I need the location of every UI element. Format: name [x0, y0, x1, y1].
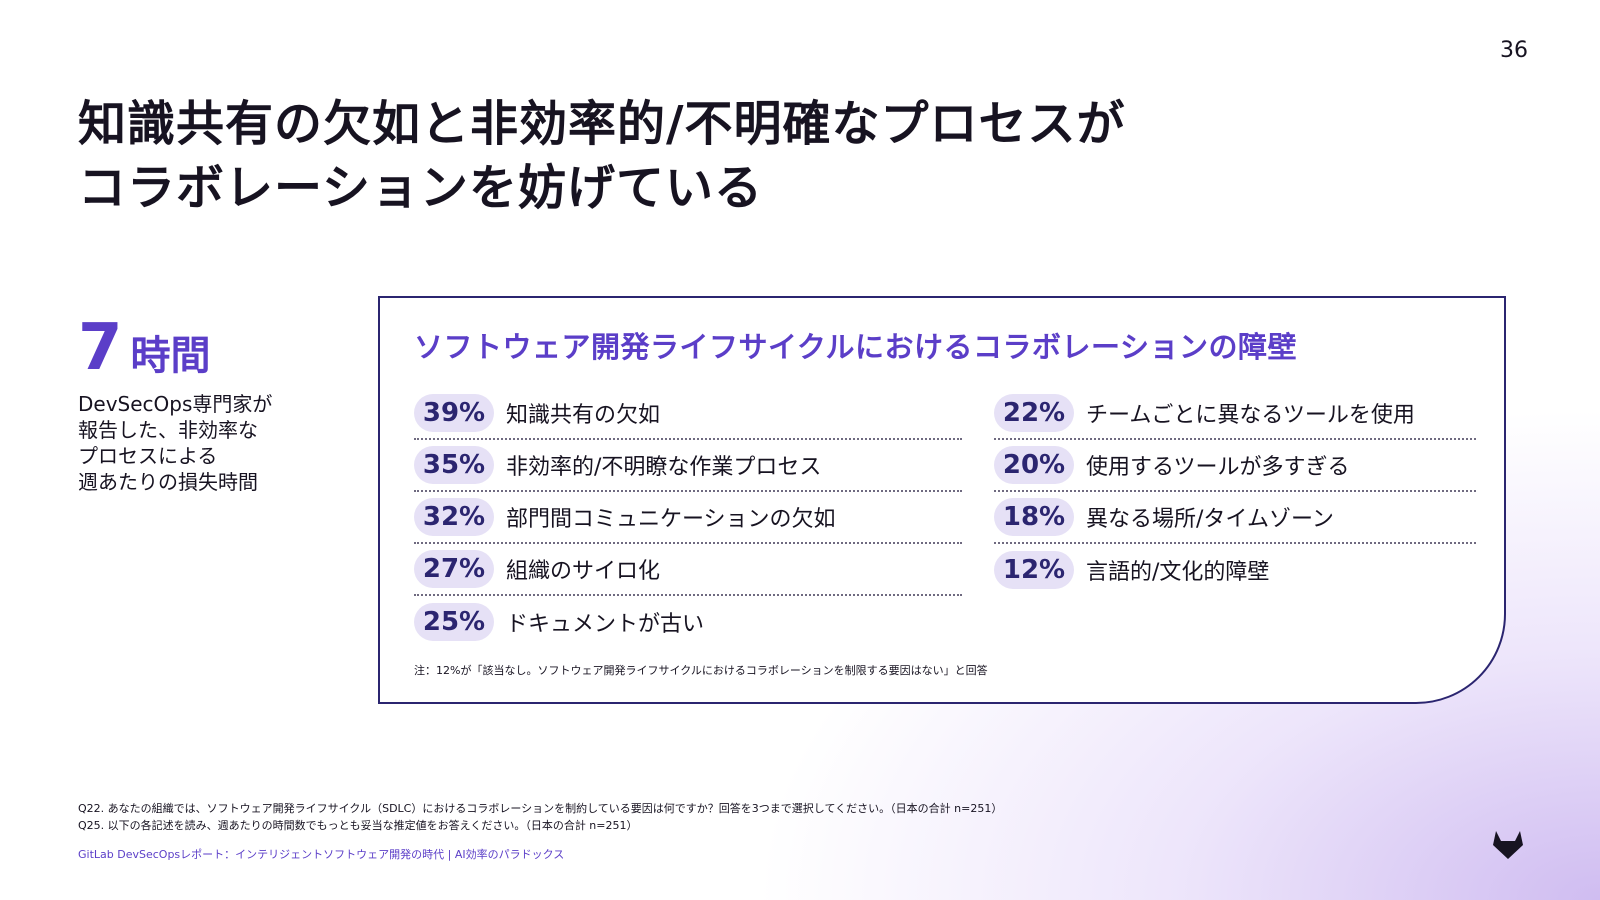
slide-title-line-2: コラボレーションを妨げている: [78, 160, 764, 216]
barrier-percent: 27%: [414, 550, 494, 588]
barrier-item: 18% 異なる場所/タイムゾーン: [994, 492, 1476, 544]
barrier-item: 35% 非効率的/不明瞭な作業プロセス: [414, 440, 962, 492]
barrier-item: 25% ドキュメントが古い: [414, 596, 962, 648]
footnotes: Q22. あなたの組織では、ソフトウェア開発ライフサイクル（SDLC）におけるコ…: [78, 800, 1002, 834]
panel-note: 注：12%が「該当なし。ソフトウェア開発ライフサイクルにおけるコラボレーションを…: [414, 664, 988, 677]
barrier-percent: 35%: [414, 446, 494, 484]
gitlab-logo-icon: [1493, 831, 1523, 859]
footnote-q25: Q25. 以下の各記述を読み、週あたりの時間数でもっとも妥当な推定値をお答えくだ…: [78, 819, 638, 832]
barrier-label: 部門間コミュニケーションの欠如: [506, 507, 836, 532]
barrier-label: 言語的/文化的障壁: [1086, 560, 1270, 585]
barrier-percent: 18%: [994, 498, 1074, 536]
stat-unit: 時間: [130, 333, 211, 379]
barrier-item: 32% 部門間コミュニケーションの欠如: [414, 492, 962, 544]
barrier-item: 12% 言語的/文化的障壁: [994, 544, 1476, 596]
slide-title-line-1: 知識共有の欠如と非効率的/不明確なプロセスが: [78, 96, 1126, 152]
slide-title: 知識共有の欠如と非効率的/不明確なプロセスが コラボレーションを妨げている: [78, 92, 1126, 220]
page-number: 36: [1500, 38, 1528, 63]
stat-number: 7: [78, 311, 123, 385]
stat-description: DevSecOps専門家が 報告した、非効率な プロセスによる 週あたりの損失時…: [78, 392, 273, 494]
barriers-list-right: 22% チームごとに異なるツールを使用 20% 使用するツールが多すぎる 18%…: [994, 388, 1476, 596]
barrier-item: 20% 使用するツールが多すぎる: [994, 440, 1476, 492]
footnote-q22: Q22. あなたの組織では、ソフトウェア開発ライフサイクル（SDLC）におけるコ…: [78, 802, 1003, 815]
barrier-percent: 25%: [414, 603, 494, 641]
barrier-label: 非効率的/不明瞭な作業プロセス: [506, 455, 822, 480]
barriers-panel: ソフトウェア開発ライフサイクルにおけるコラボレーションの障壁 39% 知識共有の…: [378, 296, 1506, 704]
source-link[interactable]: GitLab DevSecOpsレポート：インテリジェントソフトウェア開発の時代…: [78, 848, 565, 861]
barrier-item: 22% チームごとに異なるツールを使用: [994, 388, 1476, 440]
barrier-percent: 39%: [414, 394, 494, 432]
barrier-item: 39% 知識共有の欠如: [414, 388, 962, 440]
barrier-label: ドキュメントが古い: [506, 612, 705, 637]
panel-title: ソフトウェア開発ライフサイクルにおけるコラボレーションの障壁: [414, 330, 1297, 364]
barrier-label: 使用するツールが多すぎる: [1086, 455, 1350, 480]
key-stat: 7 時間 DevSecOps専門家が 報告した、非効率な プロセスによる 週あたり…: [78, 316, 338, 495]
barrier-label: 組織のサイロ化: [506, 559, 661, 584]
barrier-percent: 12%: [994, 551, 1074, 589]
barrier-percent: 22%: [994, 394, 1074, 432]
barrier-label: チームごとに異なるツールを使用: [1086, 403, 1415, 428]
barrier-label: 知識共有の欠如: [506, 403, 661, 428]
barriers-list-left: 39% 知識共有の欠如 35% 非効率的/不明瞭な作業プロセス 32% 部門間コ…: [414, 388, 962, 648]
barrier-percent: 20%: [994, 446, 1074, 484]
barrier-percent: 32%: [414, 498, 494, 536]
barrier-item: 27% 組織のサイロ化: [414, 544, 962, 596]
barrier-label: 異なる場所/タイムゾーン: [1086, 507, 1334, 532]
